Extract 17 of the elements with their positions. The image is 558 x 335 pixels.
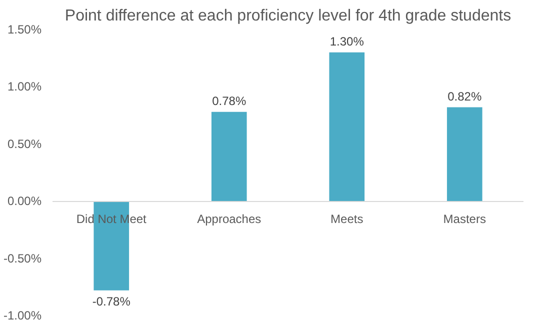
y-tick-label: -0.50% — [3, 251, 42, 266]
bar — [446, 107, 482, 202]
y-tick-label: 0.50% — [7, 136, 42, 151]
data-label: 0.78% — [212, 94, 246, 108]
data-label: 0.82% — [448, 89, 482, 104]
chart-title: Point difference at each proficiency level for 4th grade students — [64, 8, 512, 24]
y-tick-label: 1.00% — [7, 80, 42, 94]
data-label: -0.78% — [92, 294, 131, 308]
x-tick-label: Masters — [443, 212, 486, 226]
bar — [329, 52, 365, 202]
y-tick-label: 1.50% — [7, 22, 42, 36]
y-tick-label: 0.00% — [7, 194, 42, 208]
bar — [211, 112, 247, 202]
data-label: 1.30% — [330, 34, 364, 48]
x-tick-label: Meets — [330, 212, 364, 226]
y-tick-label: -1.00% — [3, 308, 42, 322]
x-tick-label: Approaches — [197, 212, 262, 226]
